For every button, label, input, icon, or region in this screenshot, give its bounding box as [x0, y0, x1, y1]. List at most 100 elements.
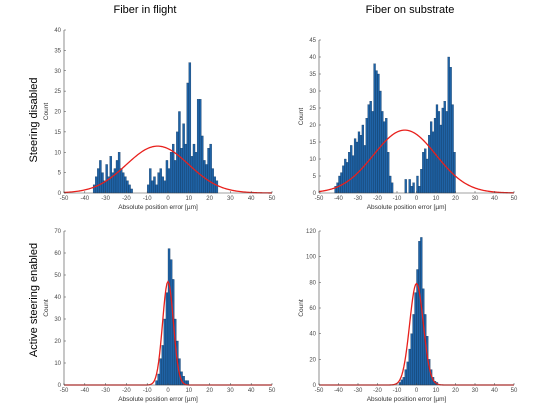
- y-tick-label: 5: [313, 174, 317, 180]
- y-axis-label: Count: [298, 108, 305, 126]
- histogram-bar: [408, 179, 411, 194]
- x-tick-label: -50: [60, 196, 69, 202]
- histogram-panel-top-left: -50 -40 -30 -20 -10 0 10 20 30 40 50 0 5 10 15 20 25 30 35…: [43, 28, 276, 211]
- histogram-bar: [416, 175, 419, 194]
- x-tick-label: 40: [491, 196, 498, 202]
- x-tick-label: 50: [511, 196, 518, 202]
- histogram-bar: [120, 168, 123, 194]
- histogram-bar: [201, 135, 204, 194]
- x-tick-label: 30: [227, 196, 234, 202]
- x-tick-label: 50: [511, 388, 518, 394]
- histogram-bar: [404, 369, 407, 386]
- y-tick-label: 20: [54, 110, 61, 116]
- histogram-bar: [194, 152, 198, 194]
- histogram-bar: [124, 176, 127, 194]
- gaussian-fit-curve: [318, 129, 515, 194]
- x-tick-label: -40: [80, 388, 89, 394]
- y-tick-label: 40: [54, 295, 61, 301]
- x-tick-label: 0: [166, 196, 170, 202]
- y-tick-label: 25: [54, 89, 61, 95]
- histogram-bar: [353, 138, 357, 194]
- histogram-bar: [157, 373, 160, 386]
- histogram-bar: [99, 160, 102, 194]
- x-tick-label: 20: [206, 196, 213, 202]
- histogram-bar: [165, 160, 169, 194]
- x-tick-label: 20: [206, 388, 213, 394]
- x-tick-label: -30: [101, 196, 110, 202]
- x-tick-label: 30: [227, 388, 234, 394]
- x-tick-label: 20: [452, 196, 459, 202]
- x-tick-label: 50: [269, 388, 276, 394]
- histogram-bar: [414, 292, 417, 386]
- x-tick-label: -30: [101, 388, 110, 394]
- histogram-bar: [365, 118, 368, 194]
- histogram-bar: [410, 333, 413, 386]
- histogram-bar: [351, 155, 355, 194]
- y-tick-label: 120: [306, 229, 317, 235]
- y-tick-label: 20: [54, 339, 61, 345]
- histogram-bar: [188, 62, 192, 194]
- histogram-bar: [176, 131, 179, 194]
- x-tick-label: -10: [393, 196, 402, 202]
- y-tick-label: 50: [54, 273, 61, 279]
- x-tick-label: -50: [60, 388, 69, 394]
- histogram-panel-top-right: -50 -40 -30 -20 -10 0 10 20 30 40 50 0 5 10 15 20 25 30 35…: [298, 38, 518, 211]
- histogram-bar: [373, 63, 376, 194]
- x-tick-label: 40: [248, 196, 255, 202]
- histogram-panel-bottom-left: -50 -40 -30 -20 -10 0 10 20 30 40 50 0 10 20 30 40 50 60 7…: [43, 229, 276, 403]
- histogram-bar: [169, 152, 173, 194]
- histogram-bar: [404, 179, 407, 194]
- histogram-bar: [361, 124, 364, 194]
- x-tick-label: -10: [143, 388, 152, 394]
- histogram-bar: [161, 176, 164, 194]
- x-tick-label: 0: [166, 388, 170, 394]
- histogram-bar: [453, 152, 456, 194]
- column-title-substrate: Fiber on substrate: [365, 4, 455, 16]
- histogram-bar: [215, 180, 219, 194]
- histogram-bar: [199, 99, 202, 194]
- histogram-bar: [367, 104, 370, 194]
- x-tick-label: 30: [472, 196, 479, 202]
- histogram-bar: [130, 188, 133, 194]
- y-tick-label: 60: [309, 306, 316, 312]
- x-tick-label: -10: [143, 196, 152, 202]
- histogram-bar: [437, 111, 441, 194]
- column-title-flight: Fiber in flight: [113, 4, 177, 16]
- y-tick-label: 0: [313, 383, 317, 389]
- histogram-bar: [449, 67, 452, 194]
- y-tick-label: 0: [58, 191, 62, 197]
- histogram-bar: [377, 73, 380, 194]
- y-tick-label: 45: [309, 38, 316, 44]
- y-tick-label: 0: [58, 383, 62, 389]
- histogram-bar: [180, 148, 183, 194]
- histogram-bar: [390, 182, 394, 194]
- histogram-bar: [383, 121, 386, 194]
- y-tick-label: 20: [309, 357, 316, 363]
- histogram-bar: [336, 182, 339, 194]
- histogram-bar: [389, 175, 392, 194]
- x-tick-label: -50: [315, 388, 324, 394]
- y-tick-label: 10: [54, 150, 61, 156]
- histogram-bar: [371, 111, 374, 194]
- histogram-bar: [169, 259, 173, 386]
- x-axis-label: Absolute position error [µm]: [118, 204, 198, 211]
- histogram-bar: [429, 121, 433, 194]
- histogram-bar: [165, 292, 169, 386]
- histogram-bar: [420, 169, 423, 194]
- histogram-bar: [375, 70, 378, 194]
- y-tick-label: 40: [309, 332, 316, 338]
- histogram-bar: [422, 288, 425, 386]
- y-tick-label: 100: [306, 255, 317, 261]
- y-axis-label: Count: [43, 299, 50, 317]
- x-tick-label: 0: [415, 388, 419, 394]
- histogram-bar: [418, 186, 421, 194]
- histogram-bar: [344, 158, 347, 194]
- x-tick-label: -20: [122, 388, 131, 394]
- histogram-bar: [435, 104, 439, 194]
- x-tick-label: 30: [472, 388, 479, 394]
- histogram-bar: [115, 160, 119, 194]
- histogram-bar: [408, 348, 411, 386]
- histogram-bar: [186, 82, 189, 194]
- x-tick-label: 10: [185, 388, 192, 394]
- histogram-bar: [338, 175, 341, 194]
